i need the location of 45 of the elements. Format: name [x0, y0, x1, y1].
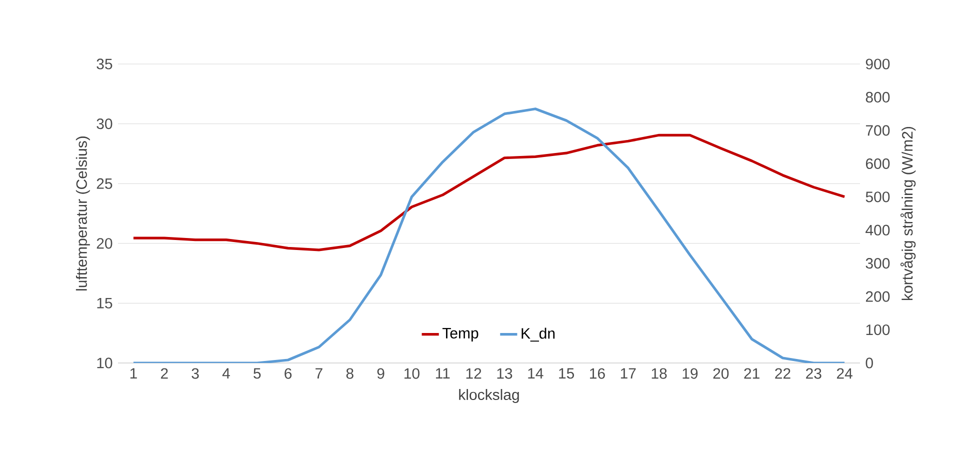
x-tick-label: 21 [744, 368, 760, 379]
x-tick-label: 17 [620, 368, 636, 379]
y-tick-label: 30 [96, 118, 112, 130]
y-tick-label: 15 [97, 298, 112, 308]
y2-tick-label: 500 [866, 192, 890, 202]
x-tick-label: 8 [346, 368, 354, 379]
x-tick-label: 3 [192, 368, 199, 379]
x-tick-label: 22 [775, 368, 790, 379]
y-tick-label: 35 [96, 58, 112, 70]
x-tick-label: 16 [590, 368, 605, 379]
y2-tick-label: 400 [866, 224, 890, 236]
legend-label: K_dn [522, 328, 555, 342]
y2-tick-label: 200 [866, 291, 890, 302]
x-tick-label: 7 [316, 368, 322, 379]
x-tick-label: 14 [528, 368, 544, 379]
x-tick-label: 18 [652, 368, 667, 379]
x-tick-label: 6 [284, 368, 292, 379]
x-tick-label: 5 [254, 368, 261, 379]
y-axis-title: lufttemperatur (Celsius) [76, 136, 90, 290]
y2-axis-title: kortvågig strålning (W/m2) [900, 126, 916, 300]
x-tick-label: 10 [404, 368, 420, 379]
x-axis-title: klockslag [459, 389, 519, 403]
x-tick-label: 1 [130, 368, 137, 379]
x-tick-label: 9 [377, 368, 384, 379]
x-tick-label: 24 [836, 368, 852, 379]
y-tick-label: 25 [96, 178, 112, 189]
y2-tick-label: 800 [866, 92, 890, 103]
y-tick-label: 10 [97, 358, 112, 368]
y-tick-label: 20 [96, 238, 112, 249]
x-tick-label: 20 [713, 368, 729, 379]
x-tick-label: 4 [222, 368, 230, 379]
x-tick-label: 13 [497, 368, 512, 379]
y2-tick-label: 0 [866, 358, 873, 368]
legend-label: Temp [442, 328, 478, 342]
y2-tick-label: 100 [866, 324, 890, 336]
y2-tick-label: 300 [866, 258, 890, 269]
y2-tick-label: 600 [866, 158, 890, 169]
x-tick-label: 15 [559, 368, 574, 379]
x-tick-label: 11 [436, 368, 450, 379]
x-tick-label: 23 [806, 368, 822, 379]
x-tick-label: 12 [466, 368, 482, 379]
y2-tick-label: 900 [866, 58, 890, 70]
y2-tick-label: 700 [866, 125, 890, 136]
x-tick-label: 19 [682, 368, 698, 379]
x-tick-label: 2 [160, 368, 168, 379]
